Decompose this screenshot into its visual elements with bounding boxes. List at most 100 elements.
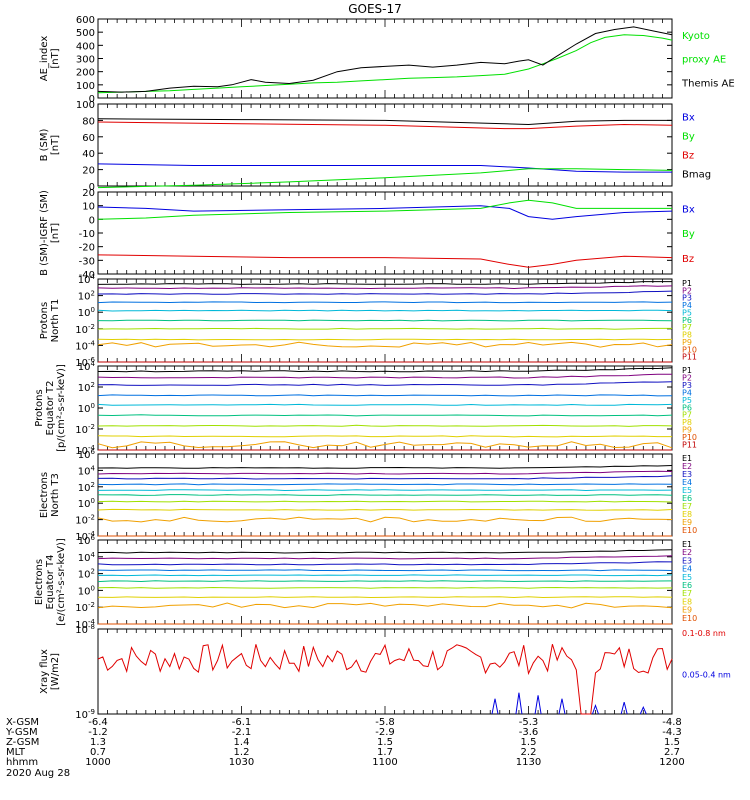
channel-line [97, 470, 673, 475]
panel-frame [97, 103, 673, 187]
series-line [97, 34, 673, 94]
y-axis-label: North T3 [50, 473, 61, 517]
y-axis-label: [p/(cm²-s-sr-keV)] [56, 364, 67, 452]
series-label: E4 [682, 478, 692, 487]
date-label: 2020 Aug 28 [6, 768, 70, 779]
y-axis-label: AE_index [39, 36, 50, 82]
y-tick-label: 104 [78, 273, 96, 286]
y-tick-label: 20 [82, 166, 95, 177]
series-label: P3 [682, 294, 692, 303]
y-axis-label: Electrons [39, 472, 50, 518]
ephemeris-value: 1.4 [234, 737, 250, 748]
series-label: P2 [682, 286, 692, 295]
series-line [97, 163, 672, 173]
channel-line [97, 341, 673, 348]
y-axis-label: Electrons [34, 559, 45, 605]
series-label: P4 [682, 301, 692, 310]
y-tick-label: 0 [89, 215, 95, 226]
channel-line [97, 403, 673, 406]
y-tick-label: 10-2 [75, 514, 95, 527]
ephemeris-value: 1130 [516, 757, 541, 768]
channel-line [97, 508, 673, 511]
channel-line [97, 290, 673, 295]
ephemeris-value: -1.2 [88, 727, 108, 738]
ephemeris-value: -2.9 [375, 727, 395, 738]
series-line [97, 26, 673, 93]
series-label: E7 [682, 502, 692, 511]
channel-line [97, 475, 673, 480]
series-label: 0.05-0.4 nm [682, 671, 731, 680]
panel-bsm: 0 20 40 60 80 100 B (SM) [nT] Bx By Bz Bmag [39, 100, 711, 193]
channel-line [97, 441, 673, 449]
series-label: E9 [682, 606, 692, 615]
ephemeris-value: -5.8 [375, 717, 395, 728]
series-label: E4 [682, 565, 692, 574]
y-tick-label: 600 [76, 15, 95, 26]
panel-frame [97, 365, 673, 451]
y-tick-label: 20 [82, 188, 95, 199]
series-label: 0.1-0.8 nm [682, 629, 726, 638]
ephemeris-label: Z-GSM [6, 737, 39, 748]
series-label: P1 [682, 279, 692, 288]
y-tick-label: 102 [78, 481, 95, 494]
series-label: E8 [682, 597, 692, 606]
series-label: P9 [682, 338, 692, 347]
y-axis-label: Xray flux [39, 649, 50, 694]
ephemeris-value: 0.7 [90, 747, 106, 758]
y-tick-label: 104 [78, 551, 96, 564]
series-label: Bx [682, 112, 695, 123]
y-axis-label: North T1 [50, 299, 61, 343]
series-line [97, 199, 672, 220]
series-label: Bz [682, 150, 694, 161]
y-tick-label: 104 [78, 464, 96, 477]
series-line [97, 205, 673, 220]
y-tick-label: 104 [78, 360, 96, 373]
series-label: P11 [682, 441, 697, 450]
series-label: P8 [682, 331, 692, 340]
channel-line [97, 373, 673, 379]
y-tick-label: -20 [79, 243, 95, 254]
series-line [558, 698, 566, 715]
channel-line [97, 586, 673, 589]
channel-line [97, 414, 673, 417]
y-tick-label: 10-8 [75, 623, 95, 636]
y-tick-label: 10-2 [75, 323, 95, 336]
y-tick-label: -40 [79, 270, 95, 281]
series-line [97, 643, 673, 715]
y-tick-label: 10-4 [75, 339, 95, 352]
series-line [97, 121, 673, 130]
y-tick-label: 100 [78, 306, 95, 319]
series-label: E8 [682, 510, 692, 519]
series-label: E10 [682, 614, 697, 623]
series-label: P7 [682, 323, 692, 332]
y-tick-label: 106 [78, 534, 96, 547]
series-label: E1 [682, 454, 692, 463]
y-tick-label: 106 [78, 448, 96, 461]
series-line [620, 701, 628, 715]
y-tick-label: 100 [76, 100, 95, 111]
y-tick-label: 10-2 [75, 601, 95, 614]
series-label: Kyoto [682, 31, 710, 42]
channel-line [97, 319, 673, 322]
series-label: proxy AE [682, 55, 726, 66]
y-tick-label: 40 [82, 149, 95, 160]
series-label: P2 [682, 373, 692, 382]
ephemeris-label: MLT [6, 747, 26, 758]
ephemeris-label: hhmm [6, 757, 38, 768]
ephemeris-value: 1.5 [664, 737, 680, 748]
y-tick-label: 100 [76, 81, 95, 92]
series-line [534, 695, 542, 715]
series-label: P5 [682, 396, 692, 405]
series-label: P11 [682, 353, 697, 362]
y-axis-label: Protons [34, 389, 45, 426]
y-axis-label: Equator T4 [45, 555, 56, 610]
series-label: E7 [682, 589, 692, 598]
series-label: By [682, 229, 695, 240]
y-axis-label: B (SM) [39, 128, 50, 161]
ephemeris-value: 2.2 [521, 747, 537, 758]
series-line [515, 692, 523, 715]
y-tick-label: -30 [79, 256, 95, 267]
y-tick-label: 100 [78, 497, 95, 510]
